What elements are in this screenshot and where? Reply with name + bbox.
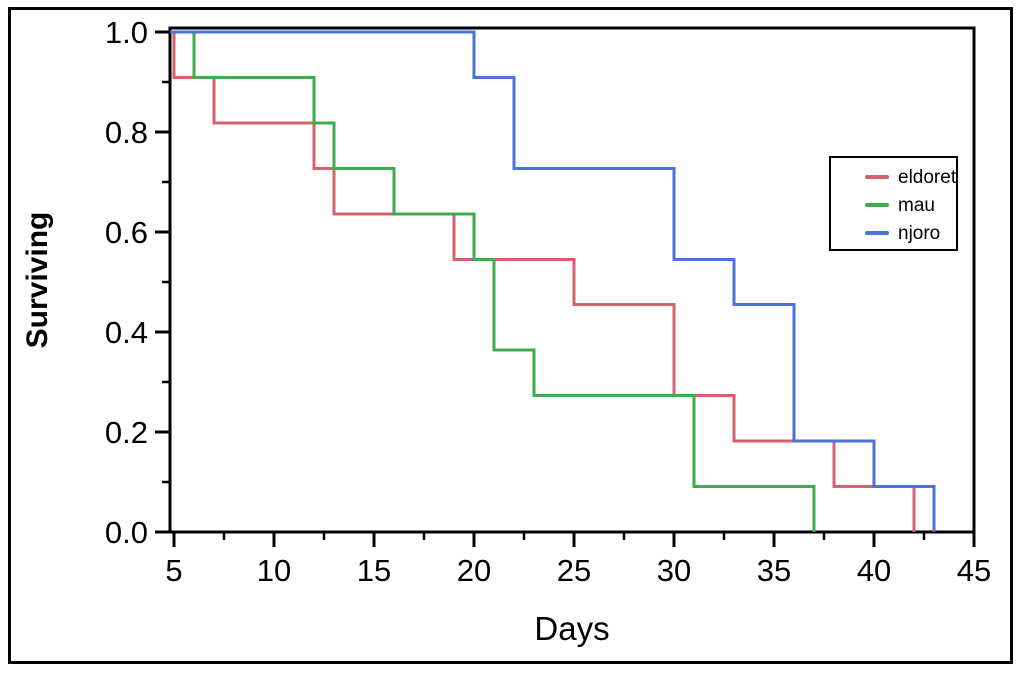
legend-item-eldoret: eldoret xyxy=(831,163,956,191)
legend-label: eldoret xyxy=(898,166,957,188)
x-axis-tick-label: 15 xyxy=(357,553,391,588)
x-axis-tick-label: 25 xyxy=(557,553,591,588)
x-axis-tick-label: 45 xyxy=(957,553,991,588)
y-axis-tick-label: 0.4 xyxy=(105,315,148,350)
legend-swatch-mau xyxy=(865,203,889,207)
y-axis-tick-label: 1.0 xyxy=(105,15,148,50)
x-axis-tick-label: 40 xyxy=(857,553,891,588)
y-axis-title: Surviving xyxy=(21,211,54,349)
series-line-njoro xyxy=(170,30,936,532)
legend-swatch-njoro xyxy=(865,231,889,235)
x-axis-tick-label: 20 xyxy=(457,553,491,588)
x-axis-tick-label: 30 xyxy=(657,553,691,588)
series-line-eldoret xyxy=(170,30,916,532)
series-line-mau xyxy=(170,30,816,532)
x-axis-tick-label: 10 xyxy=(257,553,291,588)
legend: eldoret mau njoro xyxy=(829,156,958,251)
y-axis-tick-label: 0.0 xyxy=(105,515,148,550)
legend-item-mau: mau xyxy=(831,191,956,219)
legend-swatch-eldoret xyxy=(865,175,889,179)
legend-label: njoro xyxy=(898,222,941,244)
plot-frame xyxy=(168,26,976,534)
x-axis-tick-label: 35 xyxy=(757,553,791,588)
legend-item-njoro: njoro xyxy=(831,219,956,247)
x-axis-title: Days xyxy=(534,610,610,647)
y-axis-tick-label: 0.8 xyxy=(105,115,148,150)
y-axis-tick-label: 0.2 xyxy=(105,415,148,450)
y-axis-tick-label: 0.6 xyxy=(105,215,148,250)
legend-label: mau xyxy=(898,194,935,216)
x-axis-tick-label: 5 xyxy=(165,553,182,588)
